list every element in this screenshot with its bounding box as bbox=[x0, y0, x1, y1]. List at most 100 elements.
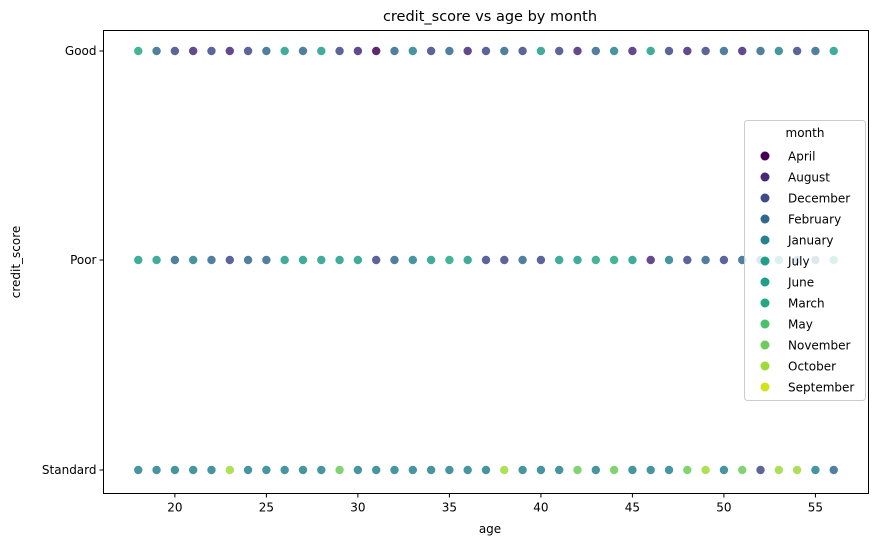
legend-label: December bbox=[788, 192, 850, 206]
data-point bbox=[627, 46, 638, 57]
data-point bbox=[188, 254, 199, 265]
data-point bbox=[316, 464, 327, 475]
y-tick-label: Good bbox=[65, 44, 97, 58]
data-point bbox=[627, 254, 638, 265]
data-point bbox=[572, 254, 583, 265]
data-point bbox=[700, 254, 711, 265]
data-point bbox=[664, 464, 675, 475]
data-point bbox=[773, 464, 784, 475]
data-point bbox=[261, 464, 272, 475]
data-point bbox=[517, 254, 528, 265]
data-point bbox=[151, 46, 162, 57]
data-point bbox=[590, 46, 601, 57]
legend-marker bbox=[760, 235, 770, 245]
data-point bbox=[426, 464, 437, 475]
data-point bbox=[645, 254, 656, 265]
data-point bbox=[316, 254, 327, 265]
data-point bbox=[462, 46, 473, 57]
data-point bbox=[828, 46, 839, 57]
data-point bbox=[243, 46, 254, 57]
legend-marker bbox=[760, 172, 770, 182]
data-point bbox=[206, 46, 217, 57]
data-point bbox=[407, 46, 418, 57]
legend-label: March bbox=[788, 297, 825, 311]
data-point bbox=[224, 464, 235, 475]
data-point bbox=[609, 464, 620, 475]
data-point bbox=[645, 464, 656, 475]
legend-marker bbox=[760, 151, 770, 161]
data-point bbox=[664, 46, 675, 57]
legend-marker bbox=[760, 256, 770, 266]
data-point bbox=[535, 46, 546, 57]
data-point bbox=[407, 464, 418, 475]
data-point bbox=[297, 254, 308, 265]
data-point bbox=[169, 46, 180, 57]
data-point bbox=[224, 46, 235, 57]
legend-label: April bbox=[788, 150, 815, 164]
legend-label: August bbox=[788, 171, 830, 185]
data-point bbox=[554, 464, 565, 475]
data-point bbox=[188, 464, 199, 475]
legend-label: February bbox=[788, 213, 841, 227]
data-point bbox=[737, 46, 748, 57]
data-point bbox=[279, 254, 290, 265]
data-point bbox=[334, 46, 345, 57]
legend-marker bbox=[760, 361, 770, 371]
data-point bbox=[352, 46, 363, 57]
data-point bbox=[737, 464, 748, 475]
data-point bbox=[773, 46, 784, 57]
legend-marker bbox=[760, 382, 770, 392]
legend-label: September bbox=[788, 381, 854, 395]
data-point bbox=[480, 46, 491, 57]
data-point bbox=[499, 464, 510, 475]
legend-marker bbox=[760, 319, 770, 329]
data-point bbox=[480, 254, 491, 265]
data-point bbox=[554, 46, 565, 57]
legend-label: June bbox=[787, 276, 814, 290]
x-tick-label: 55 bbox=[808, 501, 823, 515]
data-point bbox=[645, 46, 656, 57]
data-point bbox=[682, 46, 693, 57]
legend-label: May bbox=[788, 318, 813, 332]
data-point bbox=[371, 464, 382, 475]
data-point bbox=[718, 46, 729, 57]
data-point bbox=[499, 46, 510, 57]
data-point bbox=[535, 254, 546, 265]
data-point bbox=[480, 464, 491, 475]
data-point bbox=[499, 254, 510, 265]
data-point bbox=[572, 46, 583, 57]
data-point bbox=[444, 46, 455, 57]
legend-title: month bbox=[786, 126, 825, 140]
data-point bbox=[700, 464, 711, 475]
y-tick-label: Standard bbox=[42, 463, 97, 477]
data-point bbox=[169, 464, 180, 475]
data-point bbox=[371, 46, 382, 57]
x-tick-label: 30 bbox=[350, 501, 365, 515]
data-point bbox=[590, 254, 601, 265]
legend-marker bbox=[760, 214, 770, 224]
data-point bbox=[426, 254, 437, 265]
data-point bbox=[554, 254, 565, 265]
data-point bbox=[169, 254, 180, 265]
data-point bbox=[792, 464, 803, 475]
legend: month April August December February January… bbox=[744, 120, 866, 401]
legend-label: October bbox=[788, 360, 836, 374]
data-point bbox=[810, 464, 821, 475]
data-point bbox=[609, 254, 620, 265]
x-tick-label: 35 bbox=[442, 501, 457, 515]
data-point bbox=[517, 464, 528, 475]
data-point bbox=[792, 46, 803, 57]
data-point bbox=[261, 254, 272, 265]
data-point bbox=[718, 464, 729, 475]
data-point bbox=[590, 464, 601, 475]
data-point bbox=[828, 464, 839, 475]
x-axis-label: age bbox=[479, 522, 501, 536]
y-tick-label: Poor bbox=[70, 253, 96, 267]
data-point bbox=[426, 46, 437, 57]
legend-marker bbox=[760, 340, 770, 350]
data-point bbox=[682, 464, 693, 475]
chart-title: credit_score vs age by month bbox=[383, 9, 597, 25]
data-point bbox=[444, 254, 455, 265]
data-point bbox=[352, 254, 363, 265]
